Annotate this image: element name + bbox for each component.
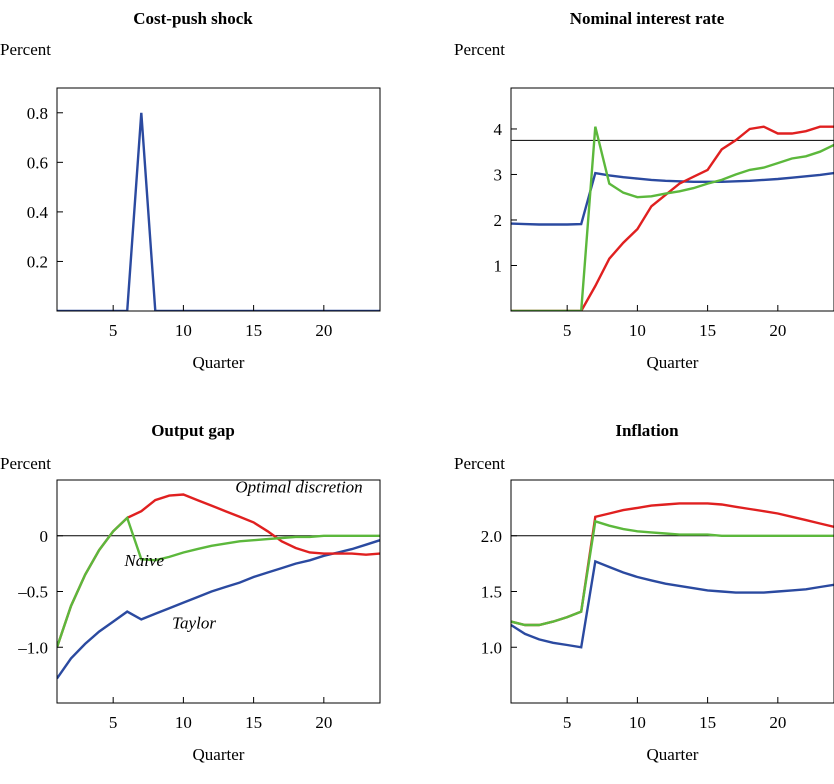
y-tick-label: 0 — [40, 527, 49, 546]
x-tick-label: 20 — [315, 321, 332, 340]
x-tick-label: 10 — [175, 321, 192, 340]
series-annotation: Naive — [123, 551, 164, 570]
panel-nominal-interest-rate: Nominal interest rate Percent Quarter 5 10 15… — [454, 9, 834, 372]
panel-output-gap: Output gap Percent Quarter 5 10 15 20 0 –0.5 –1.0… — [0, 421, 381, 764]
x-tick-label: 20 — [769, 713, 786, 732]
y-tick-label: 2.0 — [481, 527, 502, 546]
series-line-0 — [57, 112, 380, 311]
y-tick-label: –1.0 — [17, 638, 48, 657]
y-tick-label: –0.5 — [17, 583, 48, 602]
x-axis-label: Quarter — [193, 745, 245, 764]
series-annotation: Optimal discretion — [235, 477, 362, 496]
y-axis-label: Percent — [0, 40, 51, 59]
y-tick-label: 0.6 — [27, 153, 48, 172]
y-tick-label: 0.8 — [27, 104, 48, 123]
x-axis-label: Quarter — [647, 745, 699, 764]
plot-frame — [56, 87, 381, 312]
series-line-0 — [57, 539, 380, 680]
series-line-1 — [511, 502, 834, 627]
plot-frame — [510, 87, 834, 312]
x-tick-label: 10 — [175, 713, 192, 732]
x-tick-label: 15 — [245, 713, 262, 732]
series-line-2 — [511, 519, 834, 627]
series-line-1 — [511, 125, 834, 311]
x-tick-label: 5 — [563, 713, 572, 732]
panel-title: Inflation — [615, 421, 679, 440]
x-tick-label: 5 — [563, 321, 572, 340]
y-tick-label: 0.4 — [27, 203, 49, 222]
y-tick-label: 3 — [494, 165, 503, 184]
x-tick-label: 15 — [699, 321, 716, 340]
x-axis-label: Quarter — [647, 353, 699, 372]
panel-title: Output gap — [151, 421, 235, 440]
y-axis-label: Percent — [454, 40, 505, 59]
x-tick-label: 5 — [109, 713, 118, 732]
plot-frame — [56, 479, 381, 704]
y-tick-label: 1.0 — [481, 638, 502, 657]
panel-inflation: Inflation Percent Quarter 5 10 15 20 1.0 1.5 2.0 — [454, 421, 834, 764]
series-line-1 — [57, 493, 380, 648]
y-axis-label: Percent — [454, 454, 505, 473]
y-axis-label: Percent — [0, 454, 51, 473]
y-tick-label: 1.5 — [481, 583, 502, 602]
panel-title: Nominal interest rate — [570, 9, 725, 28]
y-tick-label: 0.2 — [27, 252, 48, 271]
x-tick-label: 20 — [769, 321, 786, 340]
x-tick-label: 10 — [629, 321, 646, 340]
y-tick-label: 4 — [494, 120, 503, 139]
x-axis-label: Quarter — [193, 353, 245, 372]
panel-title: Cost-push shock — [133, 9, 253, 28]
series-line-0 — [511, 559, 834, 649]
series-annotation: Taylor — [172, 613, 216, 632]
x-tick-label: 20 — [315, 713, 332, 732]
panel-cost-push-shock: Cost-push shock Percent Quarter 5 10 15 20 0.2 0… — [0, 9, 381, 372]
x-tick-label: 5 — [109, 321, 118, 340]
x-tick-label: 15 — [699, 713, 716, 732]
series-line-2 — [511, 126, 834, 311]
x-tick-label: 15 — [245, 321, 262, 340]
x-tick-label: 10 — [629, 713, 646, 732]
y-tick-label: 2 — [494, 211, 503, 230]
series-line-0 — [511, 171, 834, 226]
series-line-2 — [57, 515, 380, 648]
y-tick-label: 1 — [494, 256, 503, 275]
